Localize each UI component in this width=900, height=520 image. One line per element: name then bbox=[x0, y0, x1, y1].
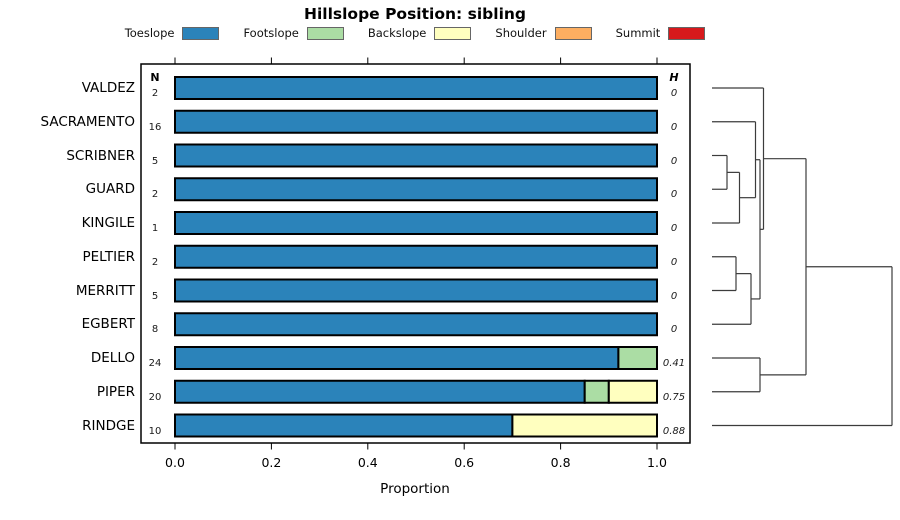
series-label: EGBERT bbox=[81, 316, 135, 333]
legend-swatch bbox=[554, 26, 592, 40]
n-value: 1 bbox=[151, 223, 159, 234]
bar-segment-backslope bbox=[511, 413, 659, 438]
legend-label: Backslope bbox=[367, 26, 427, 40]
bar-segment-footslope bbox=[583, 379, 610, 404]
x-tick-label: 0.2 bbox=[261, 455, 282, 470]
n-value: 24 bbox=[148, 358, 162, 369]
legend-label: Summit bbox=[615, 26, 661, 40]
h-value: 0 bbox=[670, 223, 678, 234]
legend-swatch bbox=[668, 26, 706, 40]
series-label: PELTIER bbox=[82, 248, 135, 265]
n-value: 16 bbox=[148, 121, 162, 133]
legend-item: Backslope bbox=[368, 26, 472, 40]
legend-item: Footslope bbox=[243, 26, 344, 40]
bar-segment-backslope bbox=[607, 379, 658, 404]
legend: Toeslope Footslope Backslope Shoulder Summit bbox=[0, 26, 830, 40]
h-value: 0.41 bbox=[662, 358, 686, 369]
n-value: 2 bbox=[151, 88, 159, 99]
x-tick-label: 0.6 bbox=[454, 455, 475, 470]
series-label: GUARD bbox=[85, 181, 135, 198]
n-value: 2 bbox=[151, 256, 159, 268]
series-label: RINDGE bbox=[82, 417, 135, 434]
bar-segment-toeslope bbox=[174, 211, 658, 235]
h-value: 0 bbox=[670, 290, 678, 302]
bar-segment-toeslope bbox=[174, 76, 658, 100]
x-tick-label: 1.0 bbox=[647, 455, 667, 470]
h-value: 0.88 bbox=[662, 425, 686, 437]
h-value: 0.75 bbox=[662, 391, 686, 403]
bar-segment-toeslope bbox=[174, 312, 658, 337]
bar-segment-toeslope bbox=[174, 278, 658, 303]
h-value: 0 bbox=[670, 155, 678, 167]
n-value: 5 bbox=[151, 290, 159, 302]
x-tick-label: 0.8 bbox=[550, 455, 571, 470]
series-label: MERRITT bbox=[75, 282, 135, 299]
bar-segment-toeslope bbox=[174, 346, 620, 370]
bar-segment-toeslope bbox=[174, 143, 658, 168]
legend-swatch bbox=[306, 26, 344, 40]
h-value: 0 bbox=[670, 121, 678, 133]
series-label: SCRIBNER bbox=[66, 147, 135, 164]
legend-item: Summit bbox=[616, 26, 706, 40]
n-value: 2 bbox=[151, 189, 159, 201]
series-label: SACRAMENTO bbox=[40, 113, 135, 130]
plot-panel-border bbox=[140, 63, 691, 444]
n-value: 8 bbox=[151, 324, 159, 336]
x-axis-title: Proportion bbox=[380, 481, 450, 497]
series-label: KINGILE bbox=[81, 215, 135, 231]
legend-item: Toeslope bbox=[125, 26, 220, 40]
h-column-header: H bbox=[669, 71, 679, 84]
legend-swatch bbox=[434, 26, 472, 40]
series-label: VALDEZ bbox=[81, 80, 135, 96]
n-value: 10 bbox=[148, 425, 162, 437]
bar-segment-toeslope bbox=[174, 379, 586, 404]
bar-segment-footslope bbox=[617, 346, 659, 370]
bar-segment-toeslope bbox=[174, 109, 658, 134]
h-value: 0 bbox=[670, 256, 678, 268]
n-column-header: N bbox=[150, 71, 160, 84]
legend-label: Shoulder bbox=[495, 26, 547, 40]
h-value: 0 bbox=[670, 189, 678, 201]
series-label: PIPER bbox=[96, 383, 135, 400]
series-label: DELLO bbox=[90, 350, 135, 366]
h-value: 0 bbox=[670, 88, 678, 99]
n-value: 5 bbox=[151, 155, 159, 167]
h-value: 0 bbox=[670, 324, 678, 336]
bar-segment-toeslope bbox=[174, 413, 514, 438]
chart-title: Hillslope Position: sibling bbox=[303, 5, 527, 23]
legend-swatch bbox=[182, 26, 220, 40]
bar-segment-toeslope bbox=[174, 244, 658, 269]
x-tick-label: 0.4 bbox=[357, 455, 378, 470]
n-value: 20 bbox=[148, 391, 162, 403]
legend-label: Footslope bbox=[243, 26, 299, 40]
legend-label: Toeslope bbox=[124, 26, 175, 40]
legend-item: Shoulder bbox=[495, 26, 592, 40]
bar-segment-toeslope bbox=[174, 177, 658, 202]
x-tick-label: 0.0 bbox=[165, 455, 185, 470]
